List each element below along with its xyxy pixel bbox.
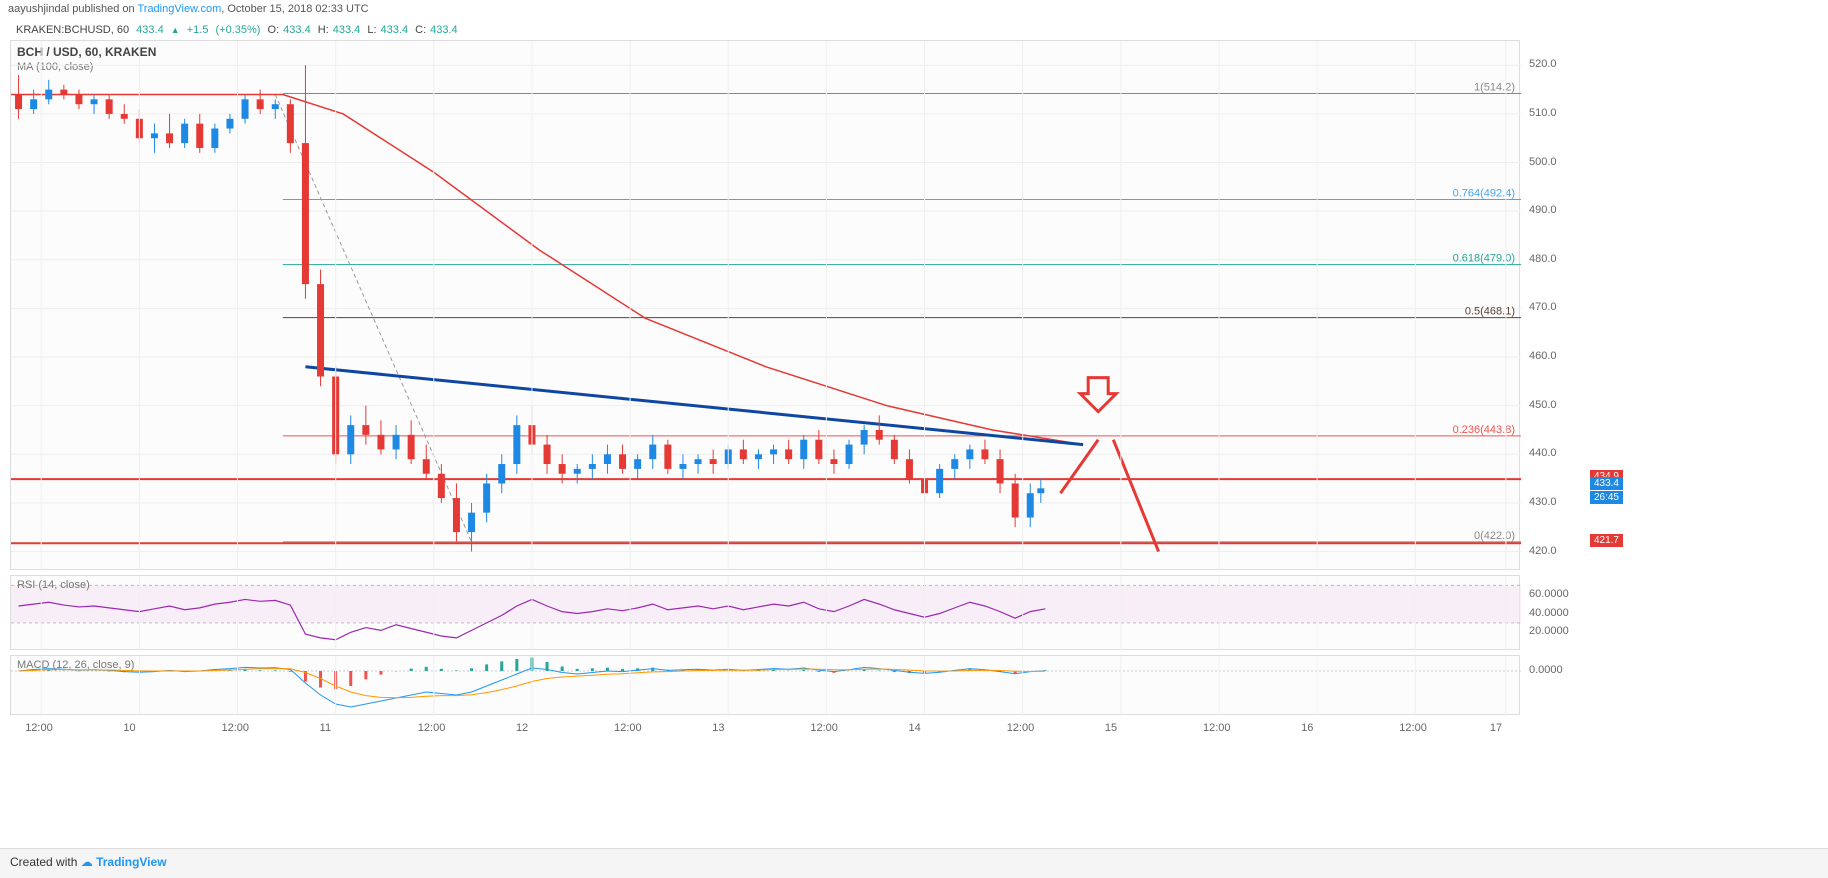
c-label: C: [415, 24, 426, 36]
symbol-full: KRAKEN:BCHUSD, 60 [16, 24, 129, 36]
h-label: H: [318, 24, 329, 36]
last-price: 433.4 [136, 24, 164, 36]
published-text: published on [72, 3, 134, 15]
rsi-panel[interactable]: RSI (14, close) [10, 575, 1520, 650]
macd-label: MACD (12, 26, close, 9) [17, 659, 134, 671]
svg-text:1(514.2): 1(514.2) [1474, 82, 1515, 94]
change-pct: (+0.35%) [216, 24, 261, 36]
l-label: L: [367, 24, 376, 36]
svg-text:0(422.0): 0(422.0) [1474, 530, 1515, 542]
footer: Created with ☁ TradingView [0, 848, 1828, 878]
y-axis-rsi: 20.000040.000060.0000 [1525, 575, 1585, 650]
site-link[interactable]: TradingView.com [137, 3, 221, 15]
author-name: aayushjindal [8, 3, 69, 15]
y-axis-main: 420.0430.0440.0450.0460.0470.0480.0490.0… [1525, 40, 1575, 570]
tv-brand[interactable]: TradingView [96, 855, 166, 869]
l-val: 433.4 [381, 24, 409, 36]
main-chart[interactable]: BCH / USD, 60, KRAKEN MA (100, close) 1(… [10, 40, 1520, 570]
publish-header: aayushjindal published on TradingView.co… [0, 0, 1828, 20]
o-label: O: [268, 24, 280, 36]
c-val: 433.4 [430, 24, 458, 36]
main-chart-svg: 1(514.2)0.764(492.4)0.618(479.0)0.5(468.… [11, 41, 1521, 571]
o-val: 433.4 [283, 24, 311, 36]
chart-container: KRAKEN:BCHUSD, 60 433.4 ▲ +1.5 (+0.35%) … [0, 20, 1828, 878]
rsi-svg [11, 576, 1521, 651]
y-axis-macd: 0.0000 [1525, 655, 1585, 715]
change: +1.5 [187, 24, 209, 36]
macd-svg [11, 656, 1521, 716]
ohlc-line: KRAKEN:BCHUSD, 60 433.4 ▲ +1.5 (+0.35%) … [16, 24, 462, 36]
rsi-label: RSI (14, close) [17, 579, 90, 591]
footer-text: Created with [10, 855, 77, 869]
time-axis: 12:001012:001112:001212:001312:001412:00… [10, 720, 1520, 740]
tv-cloud-icon: ☁ [81, 855, 93, 869]
publish-date: October 15, 2018 02:33 UTC [227, 3, 368, 15]
macd-panel[interactable]: MACD (12, 26, close, 9) [10, 655, 1520, 715]
h-val: 433.4 [333, 24, 361, 36]
svg-text:0.5(468.1): 0.5(468.1) [1465, 306, 1515, 318]
